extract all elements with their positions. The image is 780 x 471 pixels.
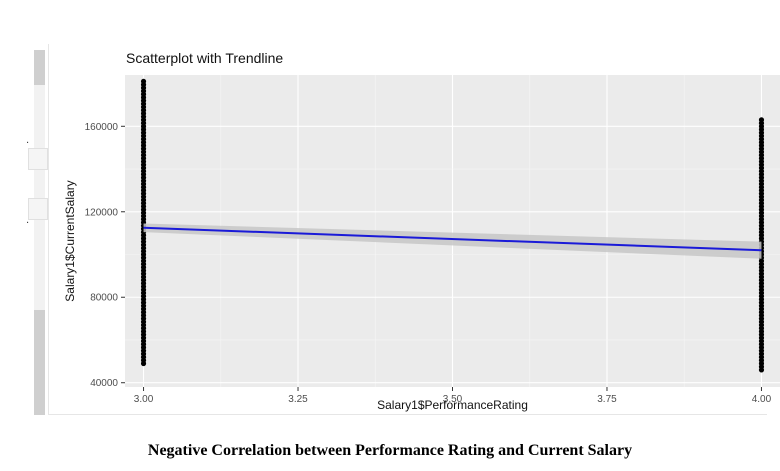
confidence-band [143,223,762,259]
x-tick-label: 3.50 [443,394,463,405]
y-tick-label: 120000 [85,207,119,218]
chart-title: Scatterplot with Trendline [126,50,284,66]
x-tick-label: 4.00 [752,394,772,405]
axis-ticks: 3.00 3.25 3.50 3.75 4.00 40000 80000 120000 1600… [85,122,772,405]
window-edge-panel [28,148,48,170]
y-axis-label: Salary1$CurrentSalary [63,180,77,301]
y-tick-label: 80000 [90,293,118,304]
x-axis-label: Salary1$PerformanceRating [377,398,528,412]
x-tick-label: 3.75 [597,394,617,405]
window-edge-marker: · [26,138,30,149]
data-points [140,78,765,373]
window-edge-scrollbar-thumb[interactable] [34,85,45,310]
window-edge-panel [28,198,48,220]
data-point [758,117,765,123]
window-edge-marker: · [26,218,30,229]
trendline [143,226,762,252]
trendline-group [143,223,762,259]
figure-caption: Negative Correlation between Performance… [147,442,633,459]
y-tick-label: 160000 [85,122,119,133]
y-tick-label: 40000 [90,378,118,389]
data-point [140,78,147,85]
x-tick-label: 3.25 [288,394,308,405]
x-tick-label: 3.00 [134,394,154,405]
